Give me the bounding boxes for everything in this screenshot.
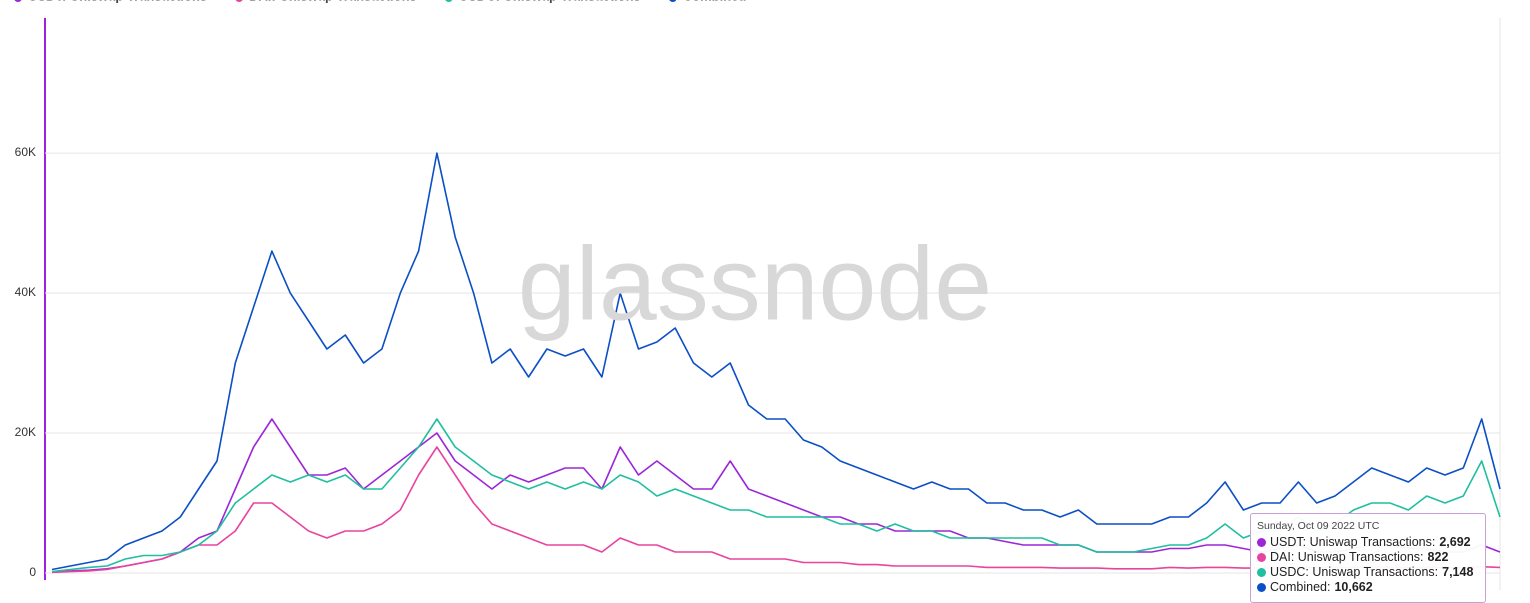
legend-marker xyxy=(14,0,22,2)
legend-marker xyxy=(445,0,453,2)
series-line xyxy=(51,152,1501,571)
tooltip-marker xyxy=(1257,538,1266,547)
legend-label: USDC: Uniswap Transactions xyxy=(459,0,641,3)
chart: 0 20K 40K 60K USDT: Uniswap Transactions DAI:… xyxy=(14,0,1501,590)
tooltip: Sunday, Oct 09 2022 UTC USDT: Uniswap Tr… xyxy=(1250,513,1486,603)
tooltip-marker xyxy=(1257,553,1266,562)
legend-label: USDT: Uniswap Transactions xyxy=(28,0,207,3)
tooltip-row: DAI: Uniswap Transactions: 822 xyxy=(1257,550,1479,565)
tooltip-title: Sunday, Oct 09 2022 UTC xyxy=(1257,520,1380,532)
y-tick-label: 20K xyxy=(15,425,36,439)
tooltip-label: USDC: Uniswap Transactions: xyxy=(1270,565,1439,579)
legend-label: DAI: Uniswap Transactions xyxy=(249,0,417,3)
tooltip-row: USDT: Uniswap Transactions: 2,692 xyxy=(1257,535,1479,550)
legend-marker xyxy=(669,0,677,2)
legend-marker xyxy=(235,0,243,2)
tooltip-value: 7,148 xyxy=(1442,565,1474,579)
tooltip-value: 10,662 xyxy=(1334,580,1373,594)
tooltip-row: USDC: Uniswap Transactions: 7,148 xyxy=(1257,565,1479,580)
tooltip-value: 822 xyxy=(1427,550,1449,564)
tooltip-marker xyxy=(1257,568,1266,577)
y-tick-label: 60K xyxy=(15,145,36,159)
tooltip-value: 2,692 xyxy=(1439,535,1471,549)
tooltip-label: Combined: xyxy=(1270,580,1331,594)
tooltip-row: Combined: 10,662 xyxy=(1257,580,1479,595)
watermark: glassnode xyxy=(518,226,992,342)
tooltip-label: DAI: Uniswap Transactions: xyxy=(1270,550,1424,564)
y-tick-label: 40K xyxy=(15,285,36,299)
y-tick-label: 0 xyxy=(29,565,36,579)
tooltip-marker xyxy=(1257,583,1266,592)
legend-label: Combined xyxy=(683,0,747,3)
tooltip-label: USDT: Uniswap Transactions: xyxy=(1270,535,1436,549)
